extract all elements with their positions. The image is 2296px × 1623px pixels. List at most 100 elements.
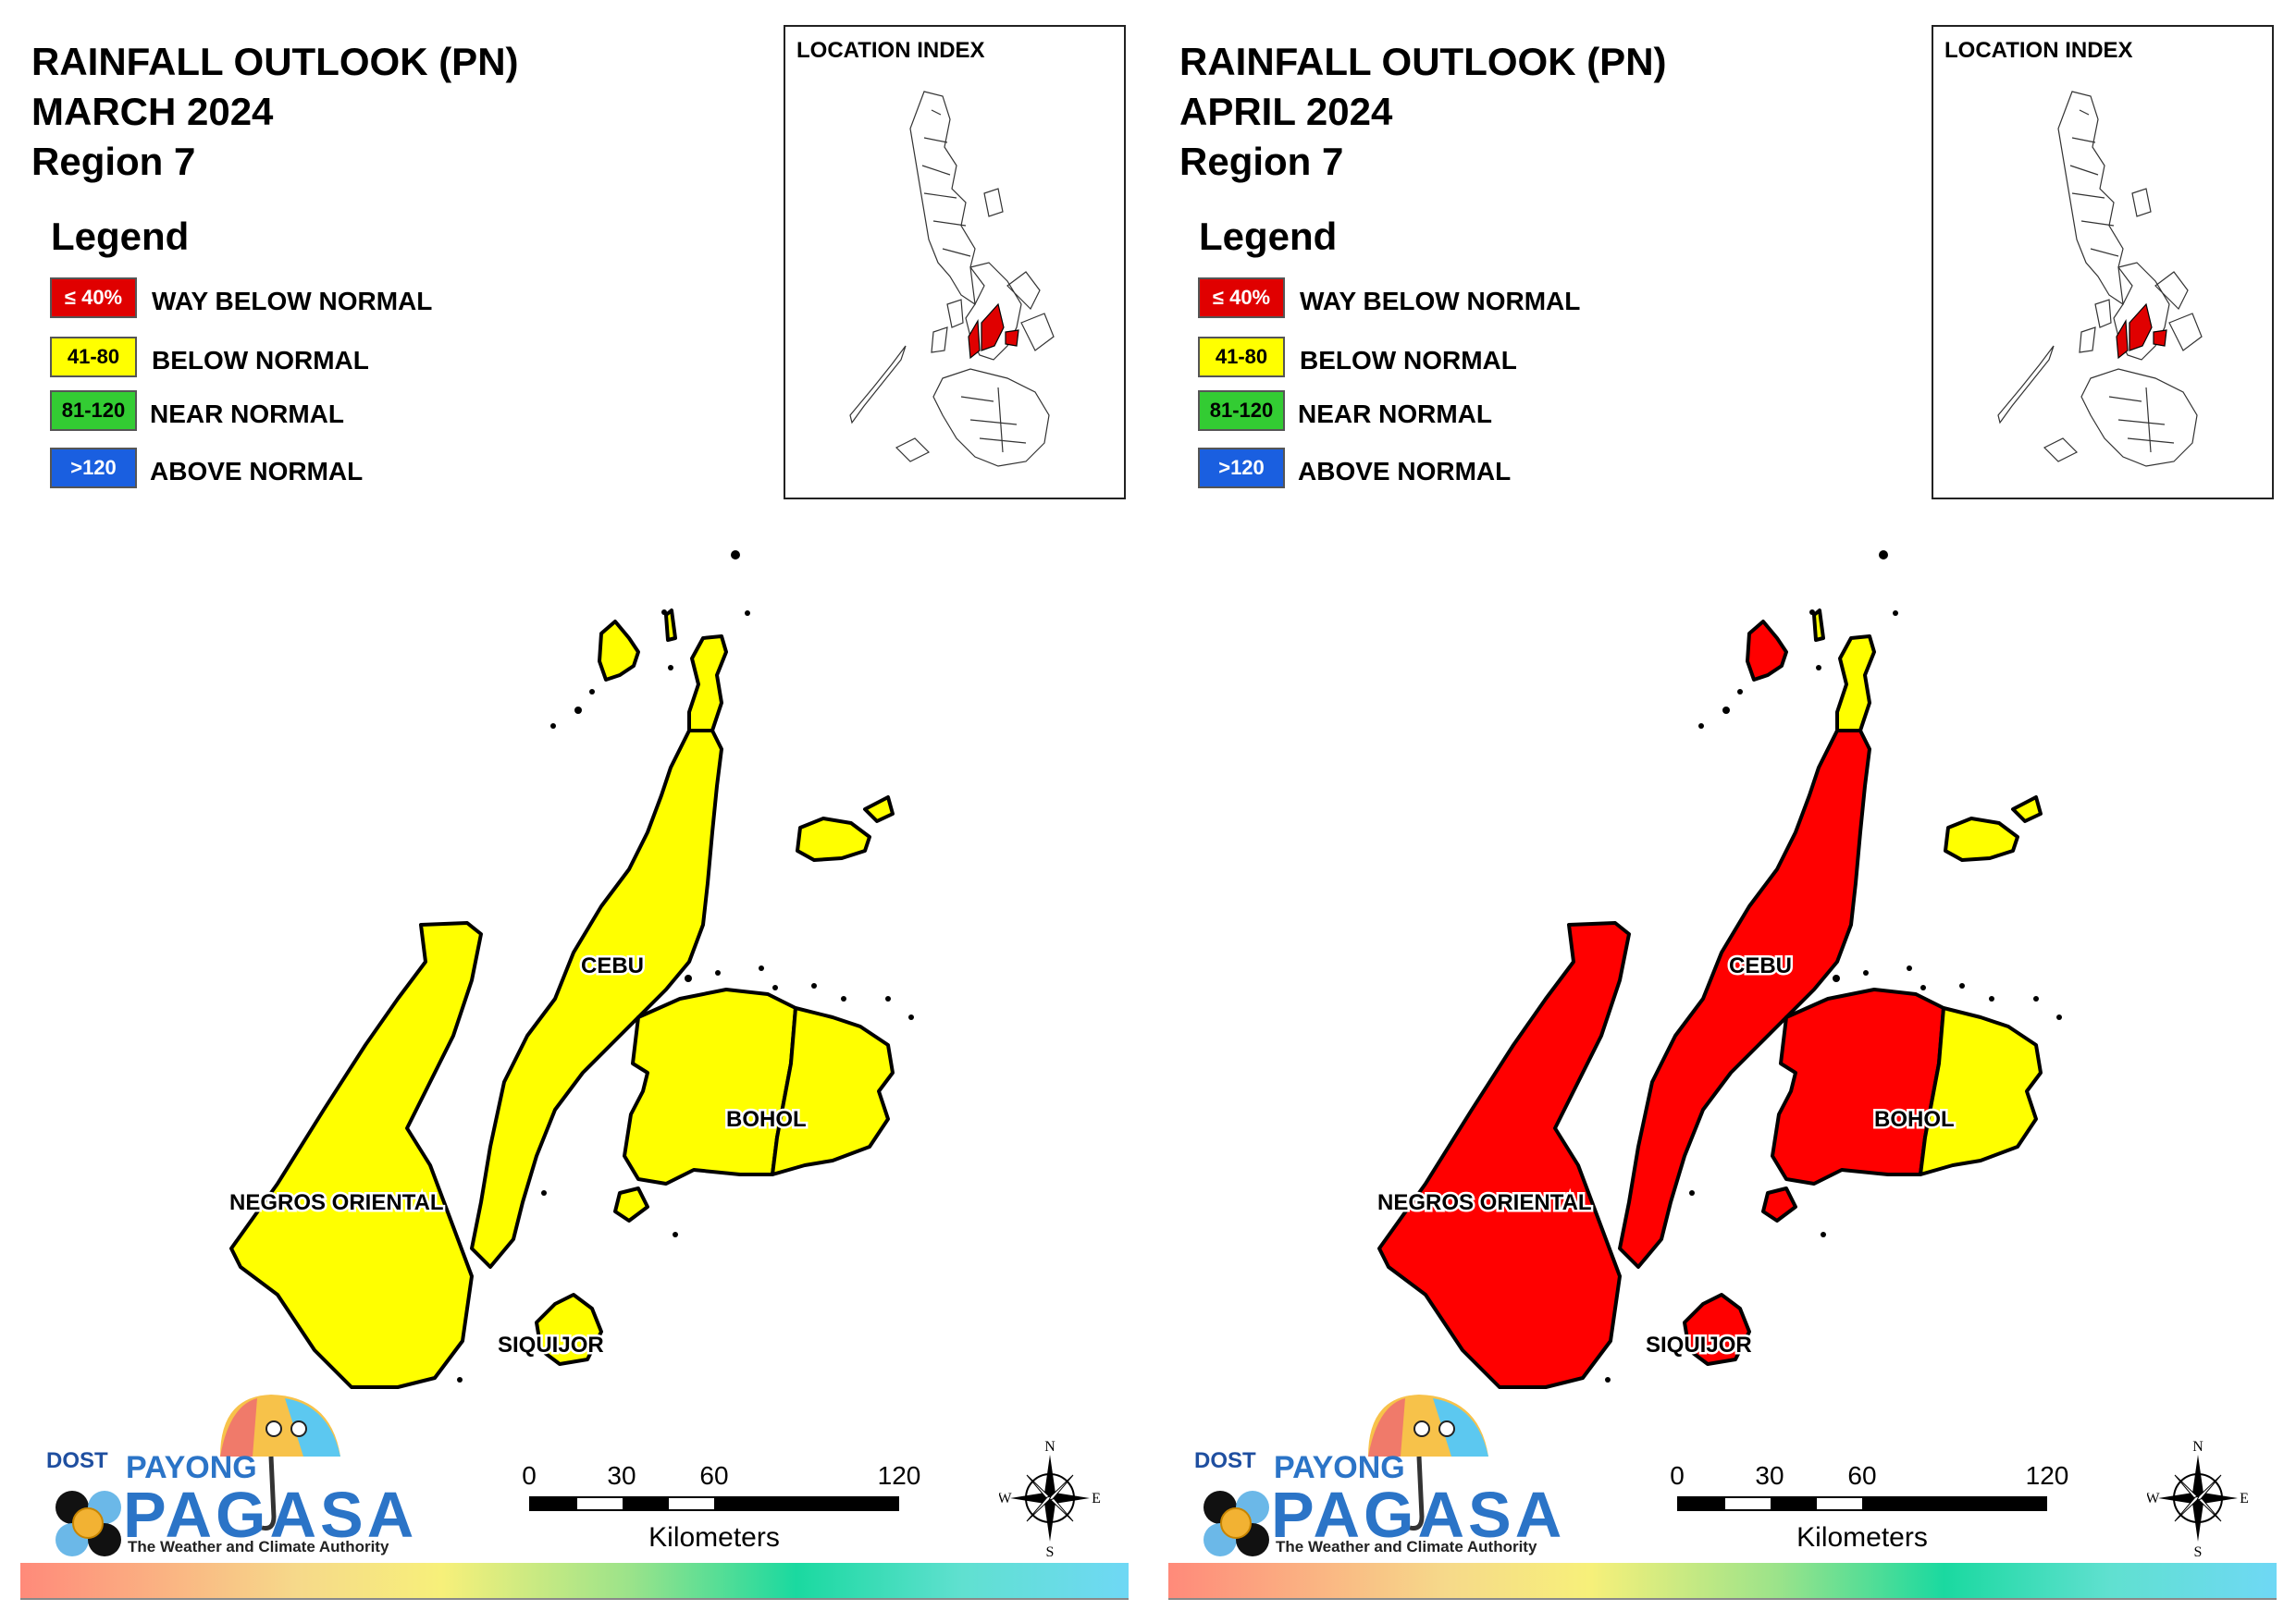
legend-item-below: 41-80 BELOW NORMAL bbox=[1198, 337, 1568, 379]
legend-title: Legend bbox=[1199, 215, 1338, 258]
payong-label: PAYONG bbox=[126, 1450, 257, 1485]
region-7-highlight bbox=[968, 302, 1019, 360]
title-line-2: MARCH 2024 bbox=[31, 90, 274, 133]
compass-s: S bbox=[1046, 1544, 1055, 1558]
bantayan-island bbox=[1746, 620, 1788, 682]
siquijor-island bbox=[1683, 1293, 1751, 1366]
outlook-panel-march: RAINFALL OUTLOOK (PN) MARCH 2024 Region … bbox=[20, 25, 1129, 1600]
north-arrow: N S W E bbox=[2145, 1438, 2249, 1560]
title-line-1: RAINFALL OUTLOOK (PN) bbox=[1179, 40, 1667, 83]
footer-gradient-bar bbox=[1168, 1563, 2277, 1598]
title-line-3: Region 7 bbox=[31, 140, 196, 183]
scale-tick: 120 bbox=[877, 1461, 921, 1490]
legend-item-near: 81-120 NEAR NORMAL bbox=[1198, 390, 1568, 433]
bohol-west bbox=[1761, 988, 1945, 1223]
region-7-highlight bbox=[2116, 302, 2167, 360]
compass-w: W bbox=[999, 1491, 1012, 1506]
label-siquijor: SIQUIJOR bbox=[1646, 1333, 1752, 1358]
legend-swatch: 81-120 bbox=[1198, 390, 1285, 431]
scale-tick: 60 bbox=[1847, 1461, 1877, 1490]
footer-divider bbox=[1168, 1598, 2277, 1600]
scale-tick: 0 bbox=[522, 1461, 537, 1490]
small-island bbox=[664, 609, 677, 642]
dost-label: DOST bbox=[1194, 1448, 1256, 1473]
legend-swatch: >120 bbox=[50, 448, 137, 488]
tagline: The Weather and Climate Authority bbox=[1276, 1538, 1537, 1555]
label-negros-oriental: NEGROS ORIENTAL bbox=[1377, 1190, 1592, 1215]
label-cebu: CEBU bbox=[1729, 953, 1792, 978]
legend-label: ABOVE NORMAL bbox=[150, 457, 364, 486]
compass-s: S bbox=[2194, 1544, 2203, 1558]
bohol-east bbox=[771, 1006, 895, 1176]
negros-oriental bbox=[1377, 921, 1631, 1389]
legend-label: BELOW NORMAL bbox=[1300, 346, 1517, 375]
legend-label: WAY BELOW NORMAL bbox=[1300, 287, 1581, 315]
label-bohol: BOHOL bbox=[726, 1107, 807, 1132]
legend-swatch: 81-120 bbox=[50, 390, 137, 431]
legend-swatch: >120 bbox=[1198, 448, 1285, 488]
camotes-islands bbox=[1944, 795, 2043, 862]
cebu-main bbox=[1618, 729, 1871, 1269]
legend-item-way-below: ≤ 40% WAY BELOW NORMAL bbox=[50, 277, 432, 320]
cebu-main bbox=[470, 729, 723, 1269]
legend-label: NEAR NORMAL bbox=[150, 400, 344, 428]
legend-item-above: >120 ABOVE NORMAL bbox=[50, 448, 420, 490]
footer-gradient-bar bbox=[20, 1563, 1129, 1598]
outlook-panel-april: RAINFALL OUTLOOK (PN) APRIL 2024 Region … bbox=[1148, 0, 2296, 1623]
compass-n: N bbox=[1044, 1439, 1055, 1455]
small-island bbox=[1812, 609, 1825, 642]
legend-label: WAY BELOW NORMAL bbox=[152, 287, 433, 315]
umbrella-icon bbox=[1204, 1395, 1488, 1556]
legend-item-near: 81-120 NEAR NORMAL bbox=[50, 390, 420, 433]
title-line-2: APRIL 2024 bbox=[1179, 90, 1393, 133]
scale-bar: 0 30 60 120 Kilometers bbox=[1666, 1461, 2073, 1563]
bantayan-island bbox=[598, 620, 640, 682]
scale-bar-graphic bbox=[1677, 1496, 2047, 1511]
tagline: The Weather and Climate Authority bbox=[128, 1538, 389, 1555]
legend-label: BELOW NORMAL bbox=[152, 346, 369, 375]
map-title: RAINFALL OUTLOOK (PN) MARCH 2024 Region … bbox=[31, 37, 519, 187]
legend-swatch: 41-80 bbox=[1198, 337, 1285, 377]
label-cebu: CEBU bbox=[581, 953, 644, 978]
scale-tick: 30 bbox=[607, 1461, 636, 1490]
siquijor-island bbox=[535, 1293, 603, 1366]
region-7-map: CEBU BOHOL NEGROS ORIENTAL SIQUIJOR bbox=[228, 550, 914, 1389]
legend-label: NEAR NORMAL bbox=[1298, 400, 1492, 428]
pagasa-label: PAGASA bbox=[1271, 1479, 1566, 1551]
negros-oriental bbox=[229, 921, 483, 1389]
label-bohol: BOHOL bbox=[1874, 1107, 1955, 1132]
legend-swatch: ≤ 40% bbox=[50, 277, 137, 318]
compass-e: E bbox=[2240, 1491, 2249, 1506]
legend-item-way-below: ≤ 40% WAY BELOW NORMAL bbox=[1198, 277, 1580, 320]
philippines-outline-map bbox=[849, 91, 1055, 467]
inset-title: LOCATION INDEX bbox=[796, 38, 985, 63]
location-index-inset: LOCATION INDEX bbox=[1932, 25, 2274, 499]
dost-label: DOST bbox=[46, 1448, 108, 1473]
cebu-north bbox=[687, 634, 728, 742]
bohol-west bbox=[613, 988, 797, 1223]
map-title: RAINFALL OUTLOOK (PN) APRIL 2024 Region … bbox=[1179, 37, 1667, 187]
scale-tick: 30 bbox=[1755, 1461, 1784, 1490]
legend-title: Legend bbox=[51, 215, 190, 258]
label-negros-oriental: NEGROS ORIENTAL bbox=[229, 1190, 444, 1215]
pagasa-label: PAGASA bbox=[123, 1479, 418, 1551]
pagasa-logo: DOST PAYONG PAGASA The Weather and Clima… bbox=[1183, 1387, 1562, 1572]
scale-tick: 120 bbox=[2025, 1461, 2069, 1490]
compass-e: E bbox=[1092, 1491, 1101, 1506]
title-line-1: RAINFALL OUTLOOK (PN) bbox=[31, 40, 519, 83]
compass-rose-icon: N S W E bbox=[2145, 1439, 2249, 1560]
compass-rose-icon: N S W E bbox=[997, 1439, 1101, 1560]
title-line-3: Region 7 bbox=[1179, 140, 1344, 183]
scale-units: Kilometers bbox=[648, 1522, 780, 1553]
scale-tick: 60 bbox=[699, 1461, 729, 1490]
scale-units: Kilometers bbox=[1796, 1522, 1928, 1553]
legend-item-above: >120 ABOVE NORMAL bbox=[1198, 448, 1568, 490]
legend-item-below: 41-80 BELOW NORMAL bbox=[50, 337, 420, 379]
legend-swatch: 41-80 bbox=[50, 337, 137, 377]
footer-divider bbox=[20, 1598, 1129, 1600]
payong-label: PAYONG bbox=[1274, 1450, 1405, 1485]
north-arrow: N S W E bbox=[997, 1438, 1101, 1560]
label-siquijor: SIQUIJOR bbox=[498, 1333, 604, 1358]
umbrella-icon bbox=[56, 1395, 340, 1556]
scale-tick: 0 bbox=[1670, 1461, 1685, 1490]
